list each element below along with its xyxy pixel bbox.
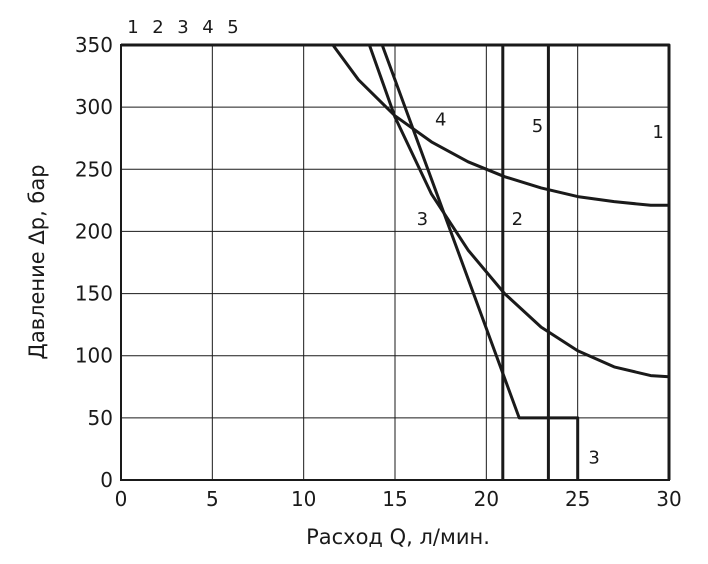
series-line-3 [121, 43, 580, 480]
series-line-4 [121, 43, 671, 480]
y-tick-label: 350 [75, 33, 113, 57]
y-axis-title: Давление Δp, бар [25, 164, 49, 359]
top-label-4: 4 [202, 17, 213, 38]
curve-labels: 1 2 3 4 5 3 [417, 110, 664, 469]
x-tick-label: 30 [656, 487, 681, 511]
x-tick-label: 25 [565, 487, 590, 511]
plot-frame [120, 44, 670, 481]
x-tick-label: 0 [115, 487, 128, 511]
y-tick-labels: 0 50 100 150 200 250 300 350 [75, 33, 113, 492]
x-axis-title: Расход Q, л/мин. [306, 525, 490, 549]
top-label-1: 1 [127, 17, 138, 38]
series-line-5 [121, 43, 550, 480]
curve-label-extra: 3 [588, 448, 599, 469]
grid [120, 44, 670, 481]
top-label-2: 2 [152, 17, 163, 38]
x-tick-label: 5 [206, 487, 219, 511]
plot-border [120, 44, 670, 481]
series-line-2 [121, 43, 671, 480]
top-label-3: 3 [177, 17, 188, 38]
y-tick-label: 300 [75, 95, 113, 119]
x-tick-label: 10 [291, 487, 316, 511]
y-tick-label: 150 [75, 282, 113, 306]
y-tick-label: 50 [88, 406, 113, 430]
x-tick-labels: 0 5 10 15 20 25 30 [115, 487, 682, 511]
curve-label-4: 4 [435, 110, 446, 131]
curve-label-1: 1 [652, 122, 663, 143]
y-tick-label: 0 [100, 468, 113, 492]
top-label-5: 5 [227, 17, 238, 38]
curve-label-3: 3 [417, 209, 428, 230]
x-tick-label: 15 [382, 487, 407, 511]
y-tick-label: 250 [75, 157, 113, 181]
y-tick-label: 200 [75, 219, 113, 243]
curve-label-2: 2 [512, 209, 523, 230]
y-tick-label: 100 [75, 344, 113, 368]
x-tick-label: 20 [474, 487, 499, 511]
curve-label-5: 5 [532, 116, 543, 137]
